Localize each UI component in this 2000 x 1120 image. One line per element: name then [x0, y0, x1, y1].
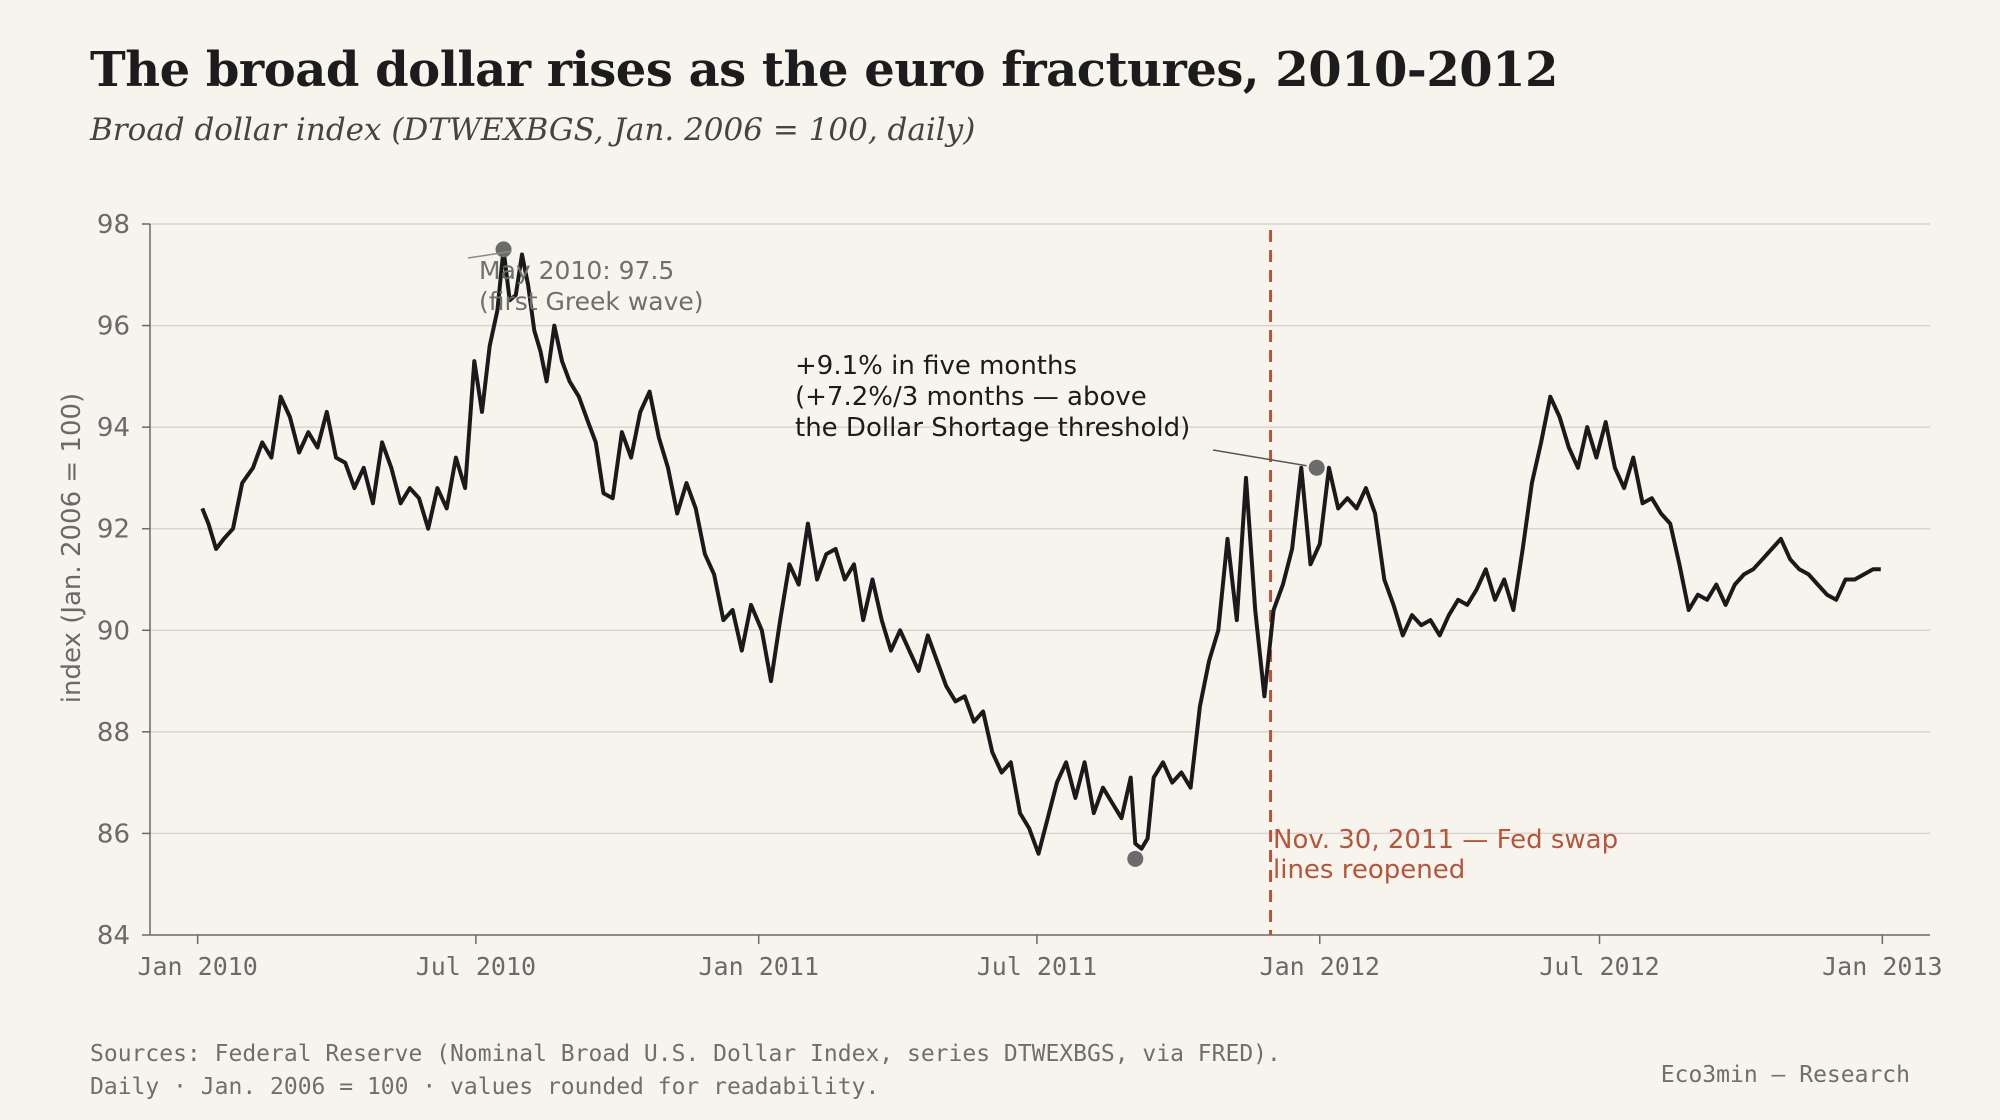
y-tick-label: 86 — [97, 819, 130, 849]
peak-annotation-line1: May 2010: 97.5 — [479, 256, 674, 285]
peak-annotation-line2: (first Greek wave) — [479, 287, 704, 316]
point-marker — [1127, 850, 1144, 867]
grid-layer — [150, 223, 1930, 835]
y-tick-label: 92 — [97, 515, 130, 545]
y-tick-label: 94 — [97, 413, 130, 443]
point-marker — [495, 241, 512, 258]
marker-layer — [495, 241, 1325, 867]
rise-annotation-line3: the Dollar Shortage threshold) — [795, 413, 1190, 443]
x-tick-label: Jan 2010 — [137, 952, 257, 981]
x-tick-label: Jan 2011 — [698, 952, 818, 981]
rise-leader-line — [1212, 449, 1307, 467]
series-line — [200, 247, 1881, 856]
y-axis-title: index (Jan. 2006 = 100) — [57, 393, 87, 703]
x-tick-label: Jan 2012 — [1260, 952, 1380, 981]
x-tick-label: Jul 2010 — [416, 952, 536, 981]
x-tick-label: Jul 2011 — [977, 952, 1097, 981]
credit: Eco3min — Research — [1660, 1062, 1910, 1088]
y-tick-label: 90 — [97, 616, 130, 646]
y-tick-label: 84 — [97, 921, 130, 951]
source-line-1: Sources: Federal Reserve (Nominal Broad … — [90, 1041, 1281, 1067]
x-tick-label: Jan 2013 — [1822, 952, 1942, 981]
y-tick-label: 96 — [97, 312, 130, 342]
chart-subtitle: Broad dollar index (DTWEXBGS, Jan. 2006 … — [90, 112, 976, 148]
event-annotation-line1: Nov. 30, 2011 — Fed swap — [1273, 825, 1618, 855]
y-tick-label: 98 — [97, 210, 130, 240]
chart-title: The broad dollar rises as the euro fract… — [90, 42, 1558, 98]
point-marker — [1308, 459, 1325, 476]
source-line-2: Daily · Jan. 2006 = 100 · values rounded… — [90, 1074, 880, 1100]
x-tick-label: Jul 2012 — [1539, 952, 1659, 981]
y-tick-label: 88 — [97, 718, 130, 748]
rise-annotation-line1: +9.1% in five months — [795, 351, 1077, 381]
y-axis: 84 86 88 90 92 94 96 98 — [97, 210, 150, 951]
source-note: Sources: Federal Reserve (Nominal Broad … — [90, 1038, 1281, 1104]
x-axis: Jan 2010 Jul 2010 Jan 2011 Jul 2011 Jan 2012… — [137, 935, 1943, 981]
rise-annotation-line2: (+7.2%/3 months — above — [795, 382, 1147, 412]
event-annotation-line2: lines reopened — [1273, 855, 1465, 885]
peak-leader-line — [467, 250, 512, 259]
